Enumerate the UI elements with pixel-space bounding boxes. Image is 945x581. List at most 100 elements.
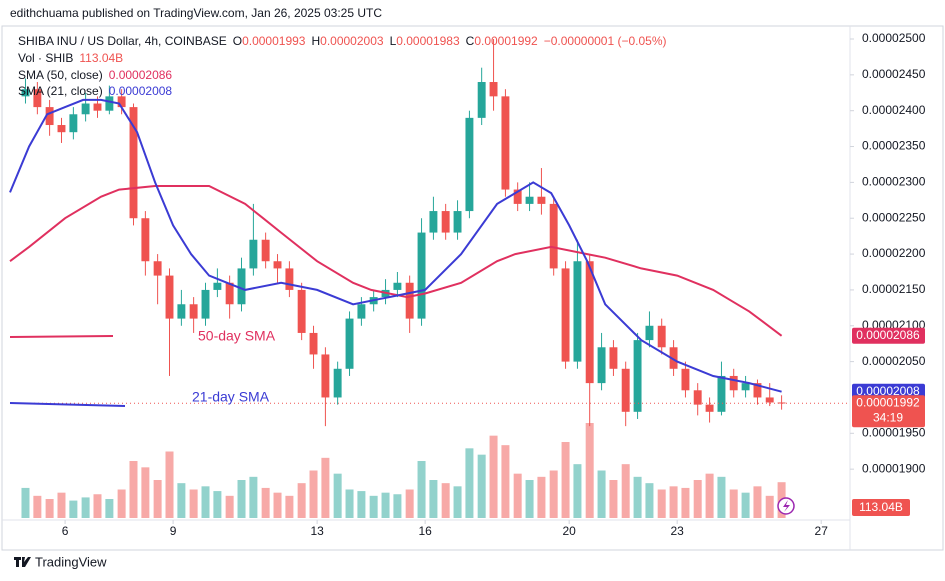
ohlc: O0.00001993 H0.00002003 L0.00001983 C0.0000… (233, 34, 667, 48)
overlay: SHIBA INU / US Dollar, 4h, COINBASE O0.00… (9, 34, 925, 569)
candle-body (405, 282, 414, 319)
volume-bar (765, 495, 774, 518)
volume-bar (105, 499, 114, 518)
candle-body (141, 218, 150, 262)
candle-body (249, 239, 258, 269)
change: −0.00000001 (−0.05%) (544, 34, 667, 48)
candle-body (633, 340, 642, 412)
volume-bar (357, 491, 366, 518)
volume-bar (681, 487, 690, 518)
x-tick-label: 6 (62, 524, 69, 538)
candle-body (261, 239, 270, 262)
volume-value: 113.04B (79, 51, 123, 65)
candle-body (477, 82, 486, 118)
publisher: edithchuama published on TradingView.com… (10, 6, 382, 20)
candle-body (501, 96, 510, 190)
volume-bar (81, 497, 90, 518)
candle-body (201, 289, 210, 319)
volume-bar (465, 448, 474, 518)
volume-bar (561, 442, 570, 518)
annotation-line (9, 335, 114, 338)
candle-body (597, 347, 606, 384)
candle-body (429, 211, 438, 233)
candle-body (93, 103, 102, 111)
frame (1, 25, 944, 551)
volume-bar (453, 486, 462, 518)
price-badge (852, 395, 925, 428)
logo (14, 557, 31, 567)
y-tick-label: 0.00002250 (862, 210, 926, 224)
sma-value: 0.00002008 (109, 84, 173, 98)
candle-body (153, 261, 162, 276)
x-tick-label: 23 (670, 524, 684, 538)
volume-bar (645, 483, 654, 518)
volume-bar (549, 470, 558, 518)
candle-body (489, 82, 498, 97)
candle-body (669, 347, 678, 369)
volume-bar (141, 467, 150, 518)
volume-bar (477, 454, 486, 518)
volume-bar (705, 473, 714, 518)
candle-body (309, 332, 318, 355)
volume-bar (69, 500, 78, 518)
volume-bar (381, 492, 390, 518)
legend-line: Vol · SHIB 113.04B (18, 51, 123, 65)
volume-bar (633, 476, 642, 518)
volume-badge (852, 499, 910, 516)
candle-body (765, 397, 774, 403)
volume-bar (261, 487, 270, 518)
volume-bar (393, 494, 402, 518)
ohlc-label: C (466, 34, 475, 48)
annotation: 50-day SMA (198, 328, 276, 344)
volume-bar (525, 480, 534, 518)
candle-body (213, 282, 222, 290)
x-tick-label: 13 (310, 524, 324, 538)
y-tick-label: 0.00002050 (862, 354, 926, 368)
y-tick-label: 0.00002300 (862, 175, 926, 189)
volume-bar (297, 483, 306, 518)
volume-bar (729, 489, 738, 518)
ohlc-value: 0.00001992 (474, 34, 538, 48)
y-tick-label: 0.00002400 (862, 103, 926, 117)
candle-body (21, 89, 30, 97)
volume-bar (129, 461, 138, 518)
volume-bar (573, 464, 582, 518)
candle-body (285, 268, 294, 290)
annotation-line (9, 402, 126, 407)
candle-body (537, 196, 546, 204)
volume-bar (501, 445, 510, 518)
ohlc-value: 0.00002003 (320, 34, 384, 48)
plot: 0.00002500 0.00002450 0.00002400 0.00002350… (9, 31, 926, 538)
candle-body (561, 268, 570, 362)
annotation: 21-day SMA (192, 389, 270, 405)
y-tick-label: 0.00002150 (862, 282, 926, 296)
volume-bar (609, 480, 618, 518)
candle-body (549, 203, 558, 269)
volume-bar (213, 491, 222, 518)
brand: TradingView (35, 554, 107, 569)
volume-bar (21, 487, 30, 518)
candle-body (525, 196, 534, 204)
candle-body (33, 89, 42, 108)
candle-body (105, 96, 114, 111)
y-tick-label: 0.00002450 (862, 67, 926, 81)
volume-bar (753, 486, 762, 518)
volume-bar (657, 489, 666, 518)
y-tick-label: 0.00002500 (862, 31, 926, 45)
candle-body (585, 261, 594, 384)
volume-bar (621, 464, 630, 518)
candle-body (453, 211, 462, 233)
volume-bar (201, 486, 210, 518)
sma-line (9, 98, 782, 393)
candle-body (717, 375, 726, 412)
volume-bar (513, 473, 522, 518)
volume-bar (585, 423, 594, 518)
volume-name: Vol · SHIB (18, 51, 73, 65)
volume-bar (57, 492, 66, 518)
candle-body (129, 107, 138, 219)
volume-bar (273, 492, 282, 518)
candle-body (645, 325, 654, 341)
candle-body (777, 402, 786, 404)
volume-bar (405, 489, 414, 518)
